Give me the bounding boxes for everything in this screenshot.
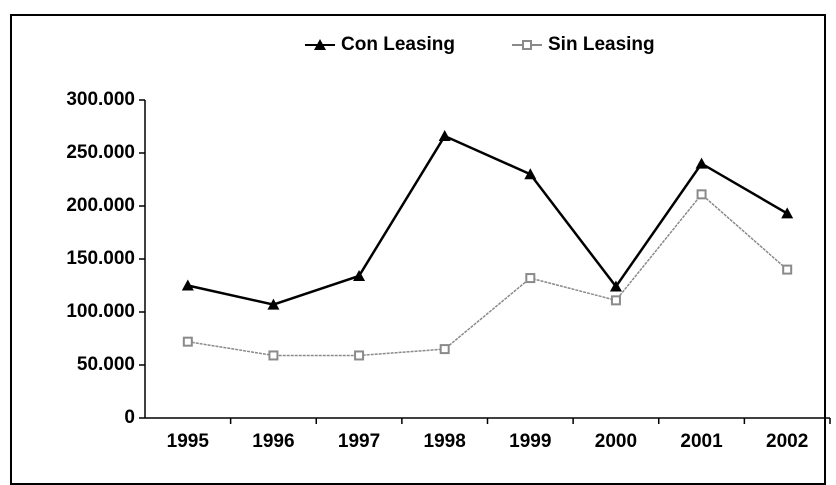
marker bbox=[781, 207, 794, 219]
marker bbox=[524, 168, 537, 180]
marker bbox=[439, 344, 450, 355]
y-tick-label: 300.000 bbox=[66, 89, 135, 110]
marker bbox=[782, 264, 793, 275]
legend-marker bbox=[522, 40, 532, 50]
series-line bbox=[187, 134, 788, 306]
y-tick-label: 100.000 bbox=[66, 301, 135, 322]
marker bbox=[610, 295, 621, 306]
x-tick-label: 1995 bbox=[167, 431, 210, 452]
x-tick-label: 1996 bbox=[252, 431, 294, 452]
x-tick-label: 2002 bbox=[766, 431, 808, 452]
marker bbox=[268, 350, 279, 361]
y-tick-label: 150.000 bbox=[66, 248, 135, 269]
marker bbox=[354, 350, 365, 361]
legend-marker bbox=[314, 39, 326, 50]
marker bbox=[525, 273, 536, 284]
legend-label: Sin Leasing bbox=[548, 34, 655, 55]
chart-border bbox=[10, 14, 826, 485]
y-tick-label: 0 bbox=[124, 407, 135, 428]
y-tick-label: 250.000 bbox=[66, 142, 135, 163]
x-tick-label: 1997 bbox=[338, 431, 380, 452]
marker bbox=[609, 280, 622, 292]
marker bbox=[353, 269, 366, 281]
legend-label: Con Leasing bbox=[341, 34, 455, 55]
y-tick-label: 50.000 bbox=[77, 354, 135, 375]
y-tick-label: 200.000 bbox=[66, 195, 135, 216]
marker bbox=[438, 130, 451, 142]
x-tick-label: 2000 bbox=[595, 431, 637, 452]
x-tick-label: 1999 bbox=[509, 431, 551, 452]
marker bbox=[267, 298, 280, 310]
marker bbox=[695, 157, 708, 169]
x-tick-label: 2001 bbox=[680, 431, 723, 452]
marker bbox=[181, 279, 194, 291]
series-line bbox=[187, 193, 788, 357]
marker bbox=[696, 189, 707, 200]
marker bbox=[182, 336, 193, 347]
x-tick-label: 1998 bbox=[424, 431, 466, 452]
